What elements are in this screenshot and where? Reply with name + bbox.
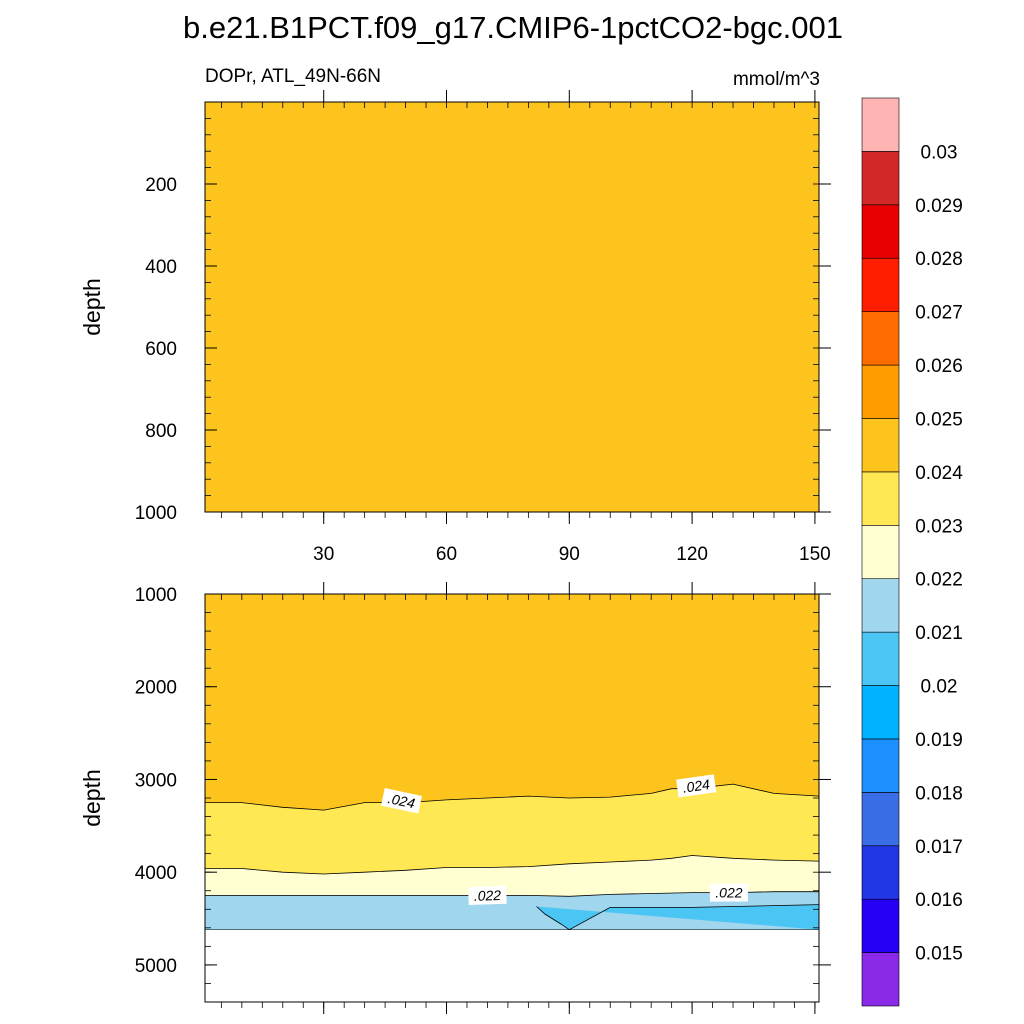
colorbar-swatch (861, 845, 900, 900)
colorbar-label: 0.018 (915, 783, 963, 804)
chart-title: b.e21.B1PCT.f09_g17.CMIP6-1pctCO2-bgc.00… (183, 10, 843, 45)
x-tick-label: 120 (676, 544, 708, 565)
colorbar-label: 0.028 (915, 249, 963, 270)
y-tick-label: 3000 (135, 770, 177, 791)
colorbar-label: 0.019 (915, 730, 963, 751)
colorbar-swatch (861, 204, 900, 259)
variable-label: DOPr, ATL_49N-66N (205, 66, 381, 87)
y-tick-label: 5000 (135, 956, 177, 977)
contour-label-3: .022 (709, 883, 748, 902)
colorbar-swatch (861, 738, 900, 793)
y-axis-title: depth (79, 769, 105, 827)
svg-text:.022: .022 (715, 885, 742, 901)
colorbar-swatch (861, 151, 900, 206)
colorbar-label: 0.02 (921, 677, 958, 698)
colorbar-label: 0.016 (915, 890, 963, 911)
y-tick-label: 2000 (135, 678, 177, 699)
contour-band-2 (205, 855, 819, 897)
contour-patch (536, 904, 819, 930)
contour-band-3 (205, 891, 819, 930)
y-axis-title: depth (79, 278, 105, 336)
colorbar-label: 0.025 (915, 409, 963, 430)
colorbar-label: 0.023 (915, 516, 963, 537)
upper-panel: 200 400 600 800 1000 30 60 90 120 150 depth (79, 90, 831, 565)
y-tick-label: 200 (145, 175, 177, 196)
colorbar-swatch (861, 898, 900, 953)
contour-line-c021 (536, 904, 820, 931)
x-tick-label: 90 (559, 544, 580, 565)
colorbar-swatch (861, 524, 900, 580)
colorbar-swatch (861, 311, 900, 366)
colorbar-label: 0.027 (915, 303, 963, 324)
svg-text:.024: .024 (387, 790, 417, 811)
colorbar: 0.015 0.016 0.017 0.018 0.019 0.02 0.021 0.022 0… (861, 97, 963, 1007)
contour-label-1: .024 (676, 774, 717, 798)
x-tick-label: 150 (799, 544, 831, 565)
colorbar-label: 0.03 (921, 142, 958, 163)
svg-text:.024: .024 (682, 776, 711, 796)
contour-band-0 (205, 594, 819, 811)
y-tick-label: 600 (145, 339, 177, 360)
x-tick-label: 30 (313, 544, 334, 565)
colorbar-swatch (861, 97, 900, 152)
y-tick-label: 1000 (135, 503, 177, 524)
y-tick-label: 4000 (135, 863, 177, 884)
x-tick-label: 60 (436, 544, 457, 565)
colorbar-label: 0.015 (915, 944, 963, 965)
contour-line-c023 (205, 855, 820, 875)
upper-field (205, 102, 819, 512)
colorbar-label: 0.021 (915, 623, 963, 644)
y-tick-label: 400 (145, 257, 177, 278)
colorbar-swatch (861, 631, 900, 686)
colorbar-swatch (861, 471, 900, 526)
units-label: mmol/m^3 (733, 69, 820, 90)
colorbar-label: 0.029 (915, 196, 963, 217)
colorbar-swatch (861, 578, 900, 633)
colorbar-label: 0.026 (915, 356, 963, 377)
y-tick-label: 800 (145, 421, 177, 442)
contour-label-2: .022 (468, 885, 507, 906)
colorbar-label: 0.022 (915, 570, 963, 591)
plot-frame (204, 101, 820, 513)
svg-text:.022: .022 (474, 887, 502, 904)
contour-band-1 (205, 784, 819, 874)
lower-panel: .024 .024 .022 .022 1000 2000 3000 4000 5000 dept… (79, 582, 831, 1014)
colorbar-swatch (861, 685, 900, 740)
colorbar-label: 0.017 (915, 837, 963, 858)
colorbar-swatch (861, 418, 900, 473)
contour-label-0: .024 (381, 788, 422, 814)
colorbar-swatch (861, 952, 900, 1007)
y-tick-label: 1000 (135, 585, 177, 606)
colorbar-label: 0.024 (915, 463, 963, 484)
colorbar-swatch (861, 257, 900, 312)
colorbar-swatch (861, 364, 900, 419)
colorbar-swatch (861, 792, 900, 847)
